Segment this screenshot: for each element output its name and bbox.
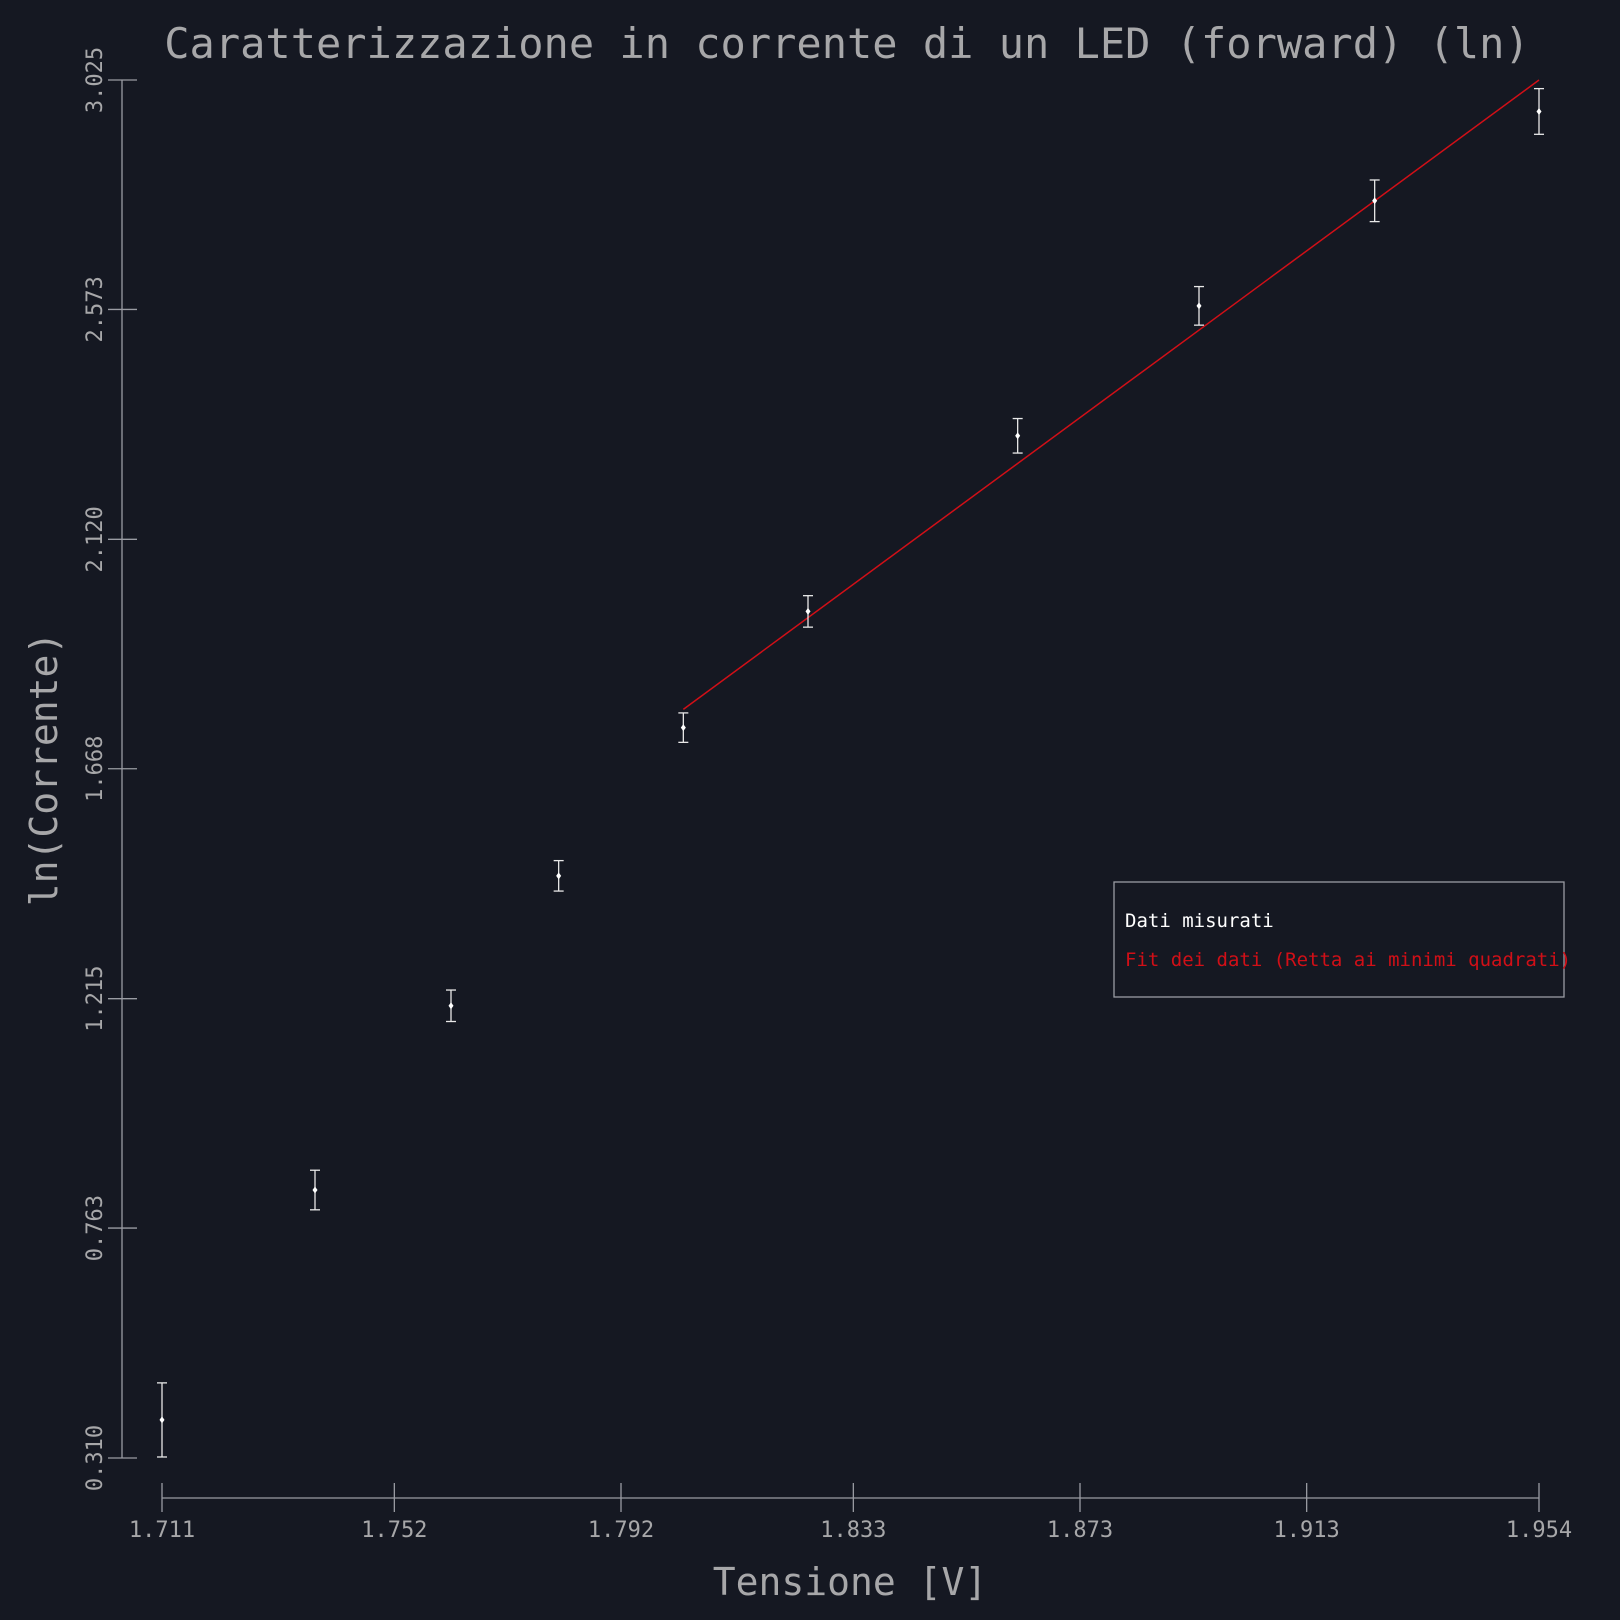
measured-series xyxy=(157,87,1544,1458)
point-marker xyxy=(1015,432,1021,440)
y-tick-label-5: 2.573 xyxy=(83,276,108,342)
point-marker xyxy=(448,1002,454,1010)
fit-line xyxy=(682,79,1540,710)
y-axis-label: ln(Corrente) xyxy=(22,632,66,907)
x-tick-label-2: 1.792 xyxy=(588,1518,654,1543)
y-axis-ticks: 0.310 0.763 1.215 1.668 2.120 2.573 3.025 xyxy=(83,47,137,1491)
data-point-4 xyxy=(678,712,689,744)
y-tick-label-0: 0.310 xyxy=(83,1425,108,1491)
x-tick-label-4: 1.873 xyxy=(1047,1518,1113,1543)
x-tick-label-6: 1.954 xyxy=(1506,1518,1572,1543)
data-point-6 xyxy=(1012,417,1023,454)
point-marker xyxy=(805,607,811,615)
data-point-1 xyxy=(310,1169,320,1211)
chart-title: Caratterizzazione in corrente di un LED … xyxy=(164,19,1529,68)
data-point-5 xyxy=(803,595,813,628)
point-marker xyxy=(1372,197,1378,205)
point-marker xyxy=(159,1416,165,1424)
legend: Dati misurati Fit dei dati (Retta ai min… xyxy=(1113,881,1571,998)
x-axis-ticks: 1.711 1.752 1.792 1.833 1.873 1.913 1.954 xyxy=(129,1483,1572,1543)
point-marker xyxy=(312,1186,318,1194)
legend-box xyxy=(1113,881,1565,998)
data-point-0 xyxy=(157,1382,167,1458)
point-marker xyxy=(556,872,562,880)
legend-item-measured: Dati misurati xyxy=(1125,910,1274,932)
data-point-7 xyxy=(1194,285,1204,326)
y-tick-label-6: 3.025 xyxy=(83,47,108,113)
data-point-2 xyxy=(446,989,456,1023)
fit-series xyxy=(682,79,1540,710)
data-point-3 xyxy=(553,859,564,892)
x-tick-label-3: 1.833 xyxy=(820,1518,886,1543)
point-marker xyxy=(1196,302,1202,310)
y-tick-label-3: 1.668 xyxy=(83,736,108,802)
point-marker xyxy=(680,724,686,732)
y-tick-label-4: 2.120 xyxy=(83,506,108,572)
x-tick-label-1: 1.752 xyxy=(361,1518,427,1543)
point-marker xyxy=(1536,107,1542,115)
legend-item-fit: Fit dei dati (Retta ai minimi quadrati) xyxy=(1125,949,1571,971)
x-axis-label: Tensione [V] xyxy=(713,1560,988,1604)
data-point-8 xyxy=(1369,179,1380,223)
y-tick-label-1: 0.763 xyxy=(83,1195,108,1261)
x-tick-label-0: 1.711 xyxy=(129,1518,195,1543)
data-point-9 xyxy=(1534,87,1544,135)
x-tick-label-5: 1.913 xyxy=(1274,1518,1340,1543)
y-tick-label-2: 1.215 xyxy=(83,966,108,1032)
